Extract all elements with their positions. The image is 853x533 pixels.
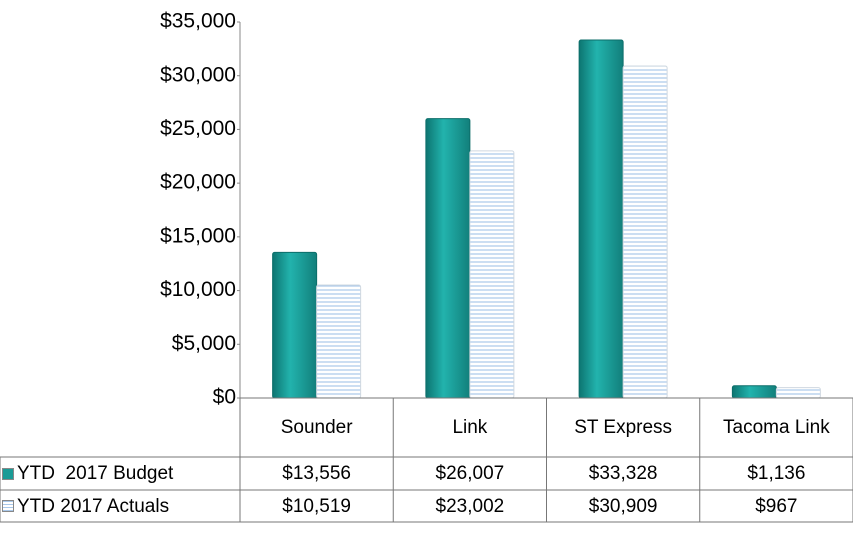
- data-label: $30,909: [547, 490, 700, 522]
- cell-text: $30,909: [588, 495, 658, 517]
- cell-text: Tacoma Link: [723, 417, 830, 438]
- data-label: $13,556: [240, 457, 393, 490]
- legend-swatch: [2, 500, 14, 512]
- y-tick-label: $5,000: [172, 332, 236, 355]
- y-tick-label: $10,000: [160, 278, 236, 301]
- data-label: $10,519: [240, 490, 393, 522]
- legend-entry: YTD 2017 Budget: [2, 457, 238, 490]
- y-tick-label: $15,000: [160, 224, 236, 247]
- data-label: $1,136: [700, 457, 853, 490]
- cell-text: Link: [452, 417, 488, 438]
- cell-text: $26,007: [435, 463, 505, 484]
- bar: [731, 385, 777, 399]
- cell-text: $23,002: [435, 495, 505, 517]
- bar: [622, 65, 668, 399]
- bar: [272, 251, 318, 399]
- data-label: $33,328: [547, 457, 700, 490]
- category-label: Tacoma Link: [720, 398, 833, 457]
- bar: [425, 118, 471, 399]
- cell-text: $13,556: [282, 463, 351, 484]
- cell-text: $967: [755, 495, 798, 517]
- data-label: $23,002: [393, 490, 546, 522]
- y-tick-label: $30,000: [160, 63, 236, 86]
- bar: [469, 150, 515, 399]
- bar: [775, 387, 821, 399]
- data-label: $26,007: [393, 457, 546, 490]
- y-tick-label: $25,000: [160, 117, 236, 140]
- cell-text: ST Express: [574, 417, 673, 438]
- legend-entry: YTD 2017 Actuals: [2, 490, 238, 522]
- legend-swatch: [2, 467, 14, 480]
- legend-label: YTD 2017 Budget: [17, 463, 174, 484]
- cell-text: $33,328: [588, 463, 658, 484]
- cell-text: $1,136: [747, 463, 806, 484]
- category-label: ST Express: [567, 398, 680, 457]
- category-label: Sounder: [260, 398, 373, 457]
- cell-text: $10,519: [282, 495, 351, 517]
- category-label: Link: [413, 398, 526, 457]
- bar: [578, 39, 624, 399]
- legend-label: YTD 2017 Actuals: [17, 495, 170, 517]
- data-label: $967: [700, 490, 853, 522]
- y-tick-label: $20,000: [160, 171, 236, 194]
- cell-text: Sounder: [280, 417, 353, 438]
- bar: [316, 284, 362, 399]
- y-tick-label: $0: [213, 386, 236, 409]
- y-tick-label: $35,000: [160, 10, 236, 33]
